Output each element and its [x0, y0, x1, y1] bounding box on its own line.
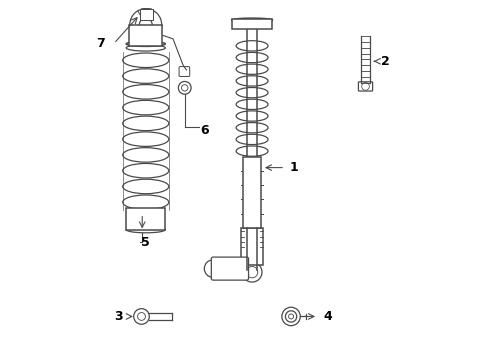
Bar: [126, 208, 165, 230]
Bar: [129, 24, 162, 46]
FancyBboxPatch shape: [358, 82, 372, 91]
Bar: [243, 157, 261, 228]
Text: 4: 4: [323, 310, 332, 323]
FancyBboxPatch shape: [179, 67, 190, 77]
Text: 3: 3: [114, 310, 122, 323]
Bar: [232, 19, 272, 29]
Bar: [140, 9, 153, 21]
Text: 6: 6: [201, 124, 209, 137]
Bar: [241, 228, 263, 265]
Text: 2: 2: [381, 55, 390, 68]
Text: 7: 7: [96, 37, 105, 50]
FancyBboxPatch shape: [211, 257, 248, 280]
Text: 1: 1: [289, 161, 298, 174]
Text: 5: 5: [141, 236, 150, 249]
